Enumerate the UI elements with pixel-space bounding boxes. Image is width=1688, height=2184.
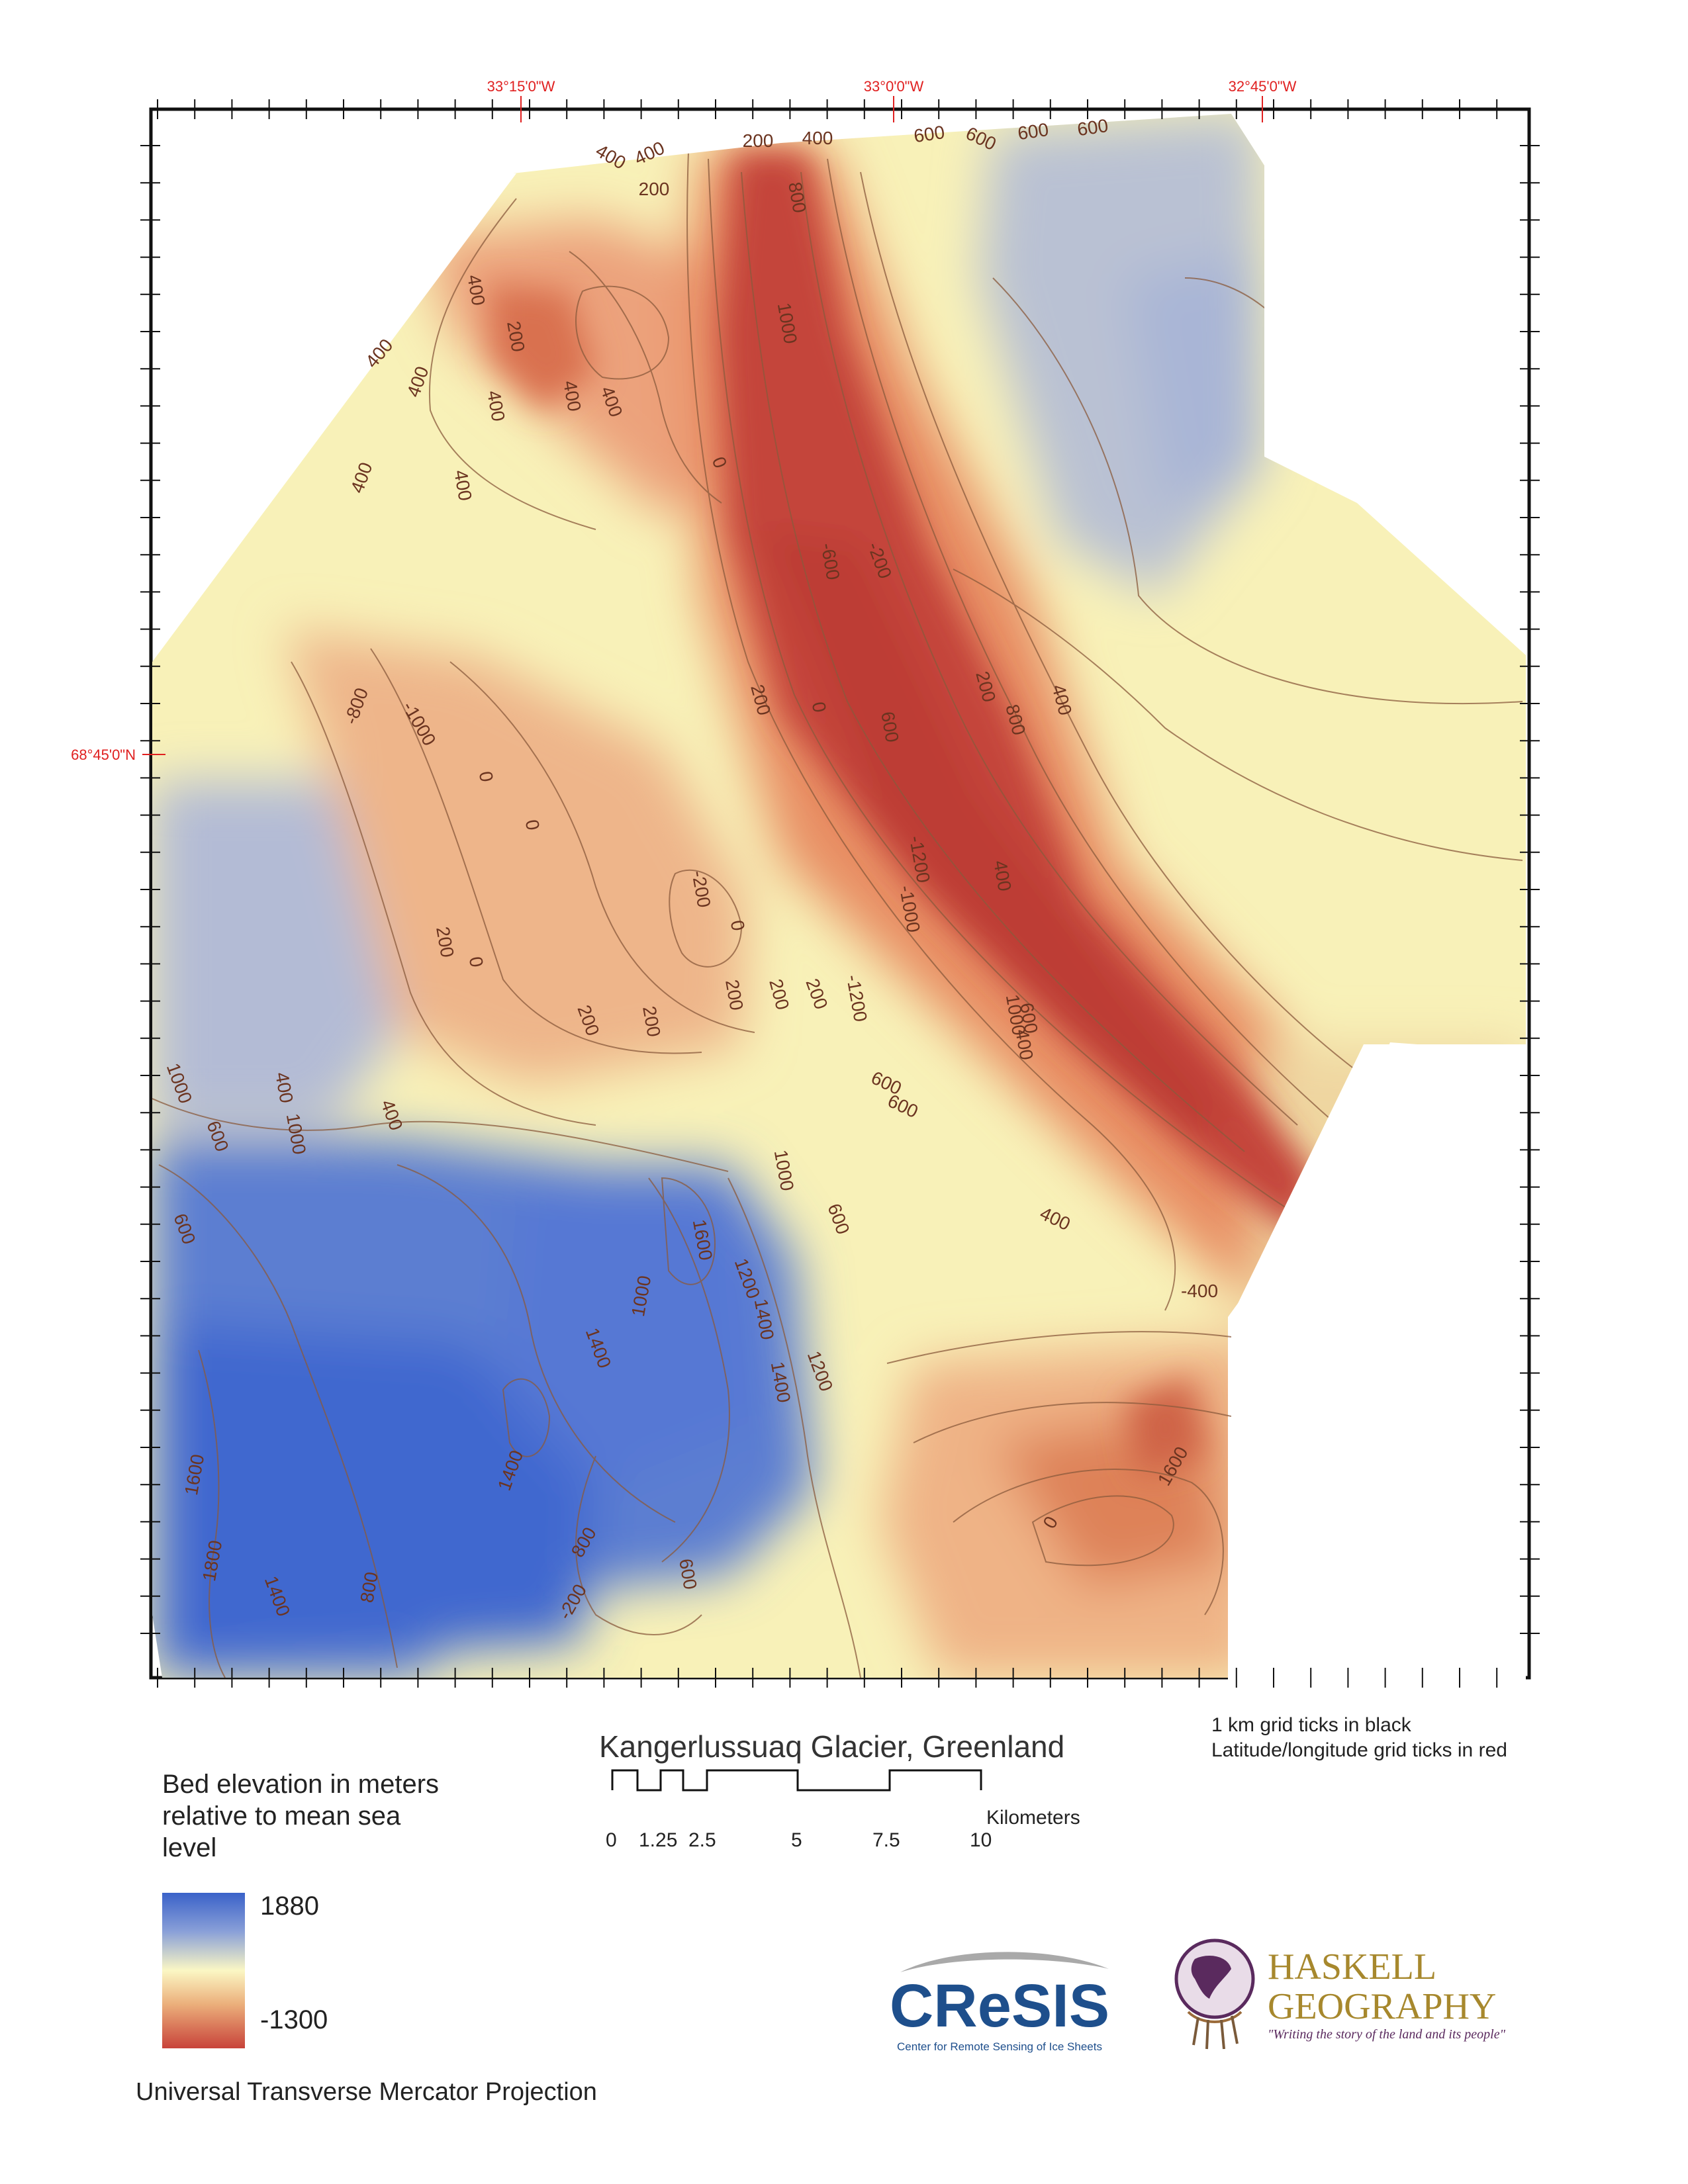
scale-tick-4: 7.5 [872,1829,900,1851]
haskell-line2: GEOGRAPHY [1268,1986,1496,2027]
map-title: Kangerlussuaq Glacier, Greenland [599,1729,1065,1764]
haskell-line1: HASKELL [1268,1946,1436,1987]
grid-note-black: 1 km grid ticks in black [1211,1714,1411,1736]
lon-label-2: 33°0'0"W [864,78,924,95]
haskell-geography-logo: HASKELL GEOGRAPHY "Writing the story of … [1174,1938,1506,2050]
contour-label: 0 [808,700,830,714]
legend-color-ramp [162,1893,245,2048]
contour-label: 600 [1076,115,1109,140]
contour-label: 600 [1016,119,1050,144]
latlon-ticks [142,96,1263,755]
contour-label: 0 [522,818,543,832]
contour-label: 0 [475,770,497,784]
contour-label: 200 [639,179,670,199]
grid-note-red: Latitude/longitude grid ticks in red [1211,1739,1507,1761]
no-data-area [1228,1042,1526,1681]
scale-bar [611,1769,982,1792]
contour-label: 0 [465,955,487,969]
elevation-surface [152,114,1526,1678]
cresis-name: CReSIS [890,1972,1109,2040]
contour-label: 0 [727,919,749,933]
contour-label: 200 [743,130,774,151]
haskell-tagline: "Writing the story of the land and its p… [1268,2027,1506,2042]
contour-label: 600 [912,122,946,146]
scale-tick-0: 0 [606,1829,617,1851]
km-ticks-top [157,99,1498,119]
legend-max: 1880 [260,1891,319,1921]
km-ticks-left [140,145,160,1634]
km-ticks-bottom [157,1668,1498,1688]
cresis-subtitle: Center for Remote Sensing of Ice Sheets [897,2040,1102,2053]
contour-label: -400 [1181,1281,1218,1301]
projection-note: Universal Transverse Mercator Projection [136,2078,597,2106]
scale-unit: Kilometers [986,1807,1080,1829]
scale-tick-5: 10 [970,1829,992,1851]
scale-tick-3: 5 [791,1829,802,1851]
contour-label: 400 [802,128,833,148]
scale-tick-2: 2.5 [688,1829,716,1851]
lat-label: 68°45'0"N [71,747,136,763]
legend-min: -1300 [260,2005,328,2034]
globe-icon [1174,1938,1255,2050]
scale-tick-1: 1.25 [639,1829,678,1851]
cresis-logo: CReSIS Center for Remote Sensing of Ice … [890,1952,1109,2053]
lon-label-1: 33°15'0"W [487,78,555,95]
km-ticks-right [1520,145,1540,1634]
legend-title: Bed elevation in meters relative to mean… [162,1770,440,1862]
lon-label-3: 32°45'0"W [1229,78,1297,95]
